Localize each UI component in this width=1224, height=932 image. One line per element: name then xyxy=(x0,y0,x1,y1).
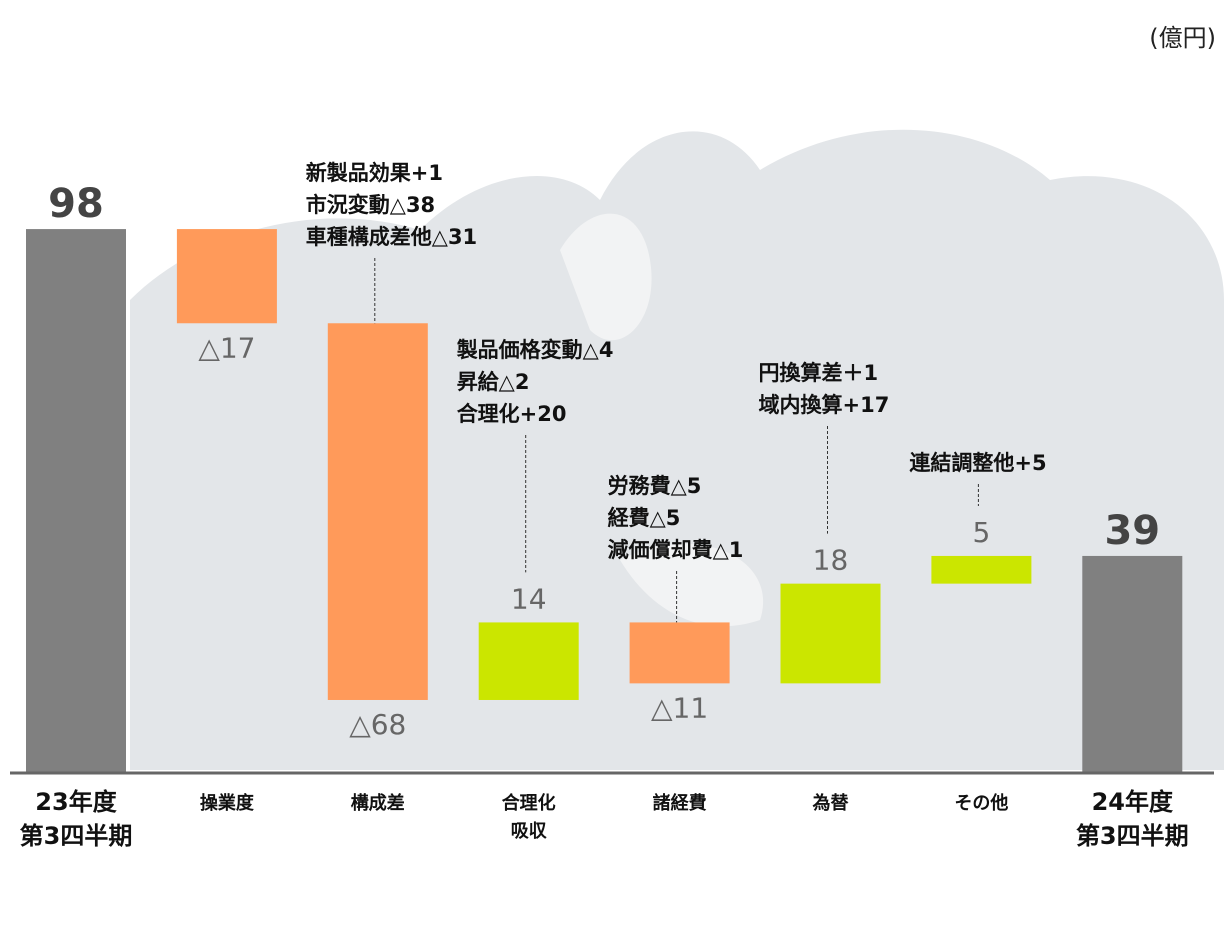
annotation: 労務費△5 xyxy=(608,474,702,498)
x-tick-label: 為替 xyxy=(812,793,849,814)
bar xyxy=(327,323,428,700)
value-label: △17 xyxy=(198,331,255,364)
value-label: 39 xyxy=(1104,508,1160,554)
bar xyxy=(629,622,730,684)
value-label: 18 xyxy=(813,544,849,577)
value-label: △11 xyxy=(651,691,708,724)
annotation: 昇給△2 xyxy=(457,370,530,394)
bar xyxy=(176,229,277,324)
annotation: 製品価格変動△4 xyxy=(456,338,614,362)
annotation: 新製品効果+1 xyxy=(306,161,443,185)
bar xyxy=(780,583,881,684)
x-tick-label: 諸経費 xyxy=(652,793,707,814)
bar xyxy=(1082,555,1183,772)
x-tick-label: その他 xyxy=(954,793,1009,814)
bar xyxy=(931,555,1032,584)
annotation: 域内換算+17 xyxy=(759,393,890,417)
x-tick-label: 操業度 xyxy=(199,793,254,814)
bar xyxy=(26,229,126,772)
x-tick-label: 23年度 第3四半期 xyxy=(19,788,133,850)
annotation: 減価償却費△1 xyxy=(608,538,744,562)
x-tick-label: 24年度 第3四半期 xyxy=(1075,788,1189,850)
value-label: 5 xyxy=(972,516,990,549)
x-tick-label: 構成差 xyxy=(350,793,405,814)
annotation: 合理化+20 xyxy=(457,402,567,426)
value-label: △68 xyxy=(349,708,406,741)
annotation: 車種構成差他△31 xyxy=(306,225,477,249)
annotation: 円換算差＋1 xyxy=(759,361,879,385)
x-tick-label: 合理化 吸収 xyxy=(501,793,556,842)
value-label: 98 xyxy=(48,181,104,227)
bar xyxy=(478,622,579,700)
unit-label: (億円) xyxy=(1149,24,1216,52)
annotation: 連結調整他+5 xyxy=(909,451,1046,475)
value-label: 14 xyxy=(511,582,547,615)
annotation: 経費△5 xyxy=(608,506,681,530)
annotation: 市況変動△38 xyxy=(306,193,435,217)
